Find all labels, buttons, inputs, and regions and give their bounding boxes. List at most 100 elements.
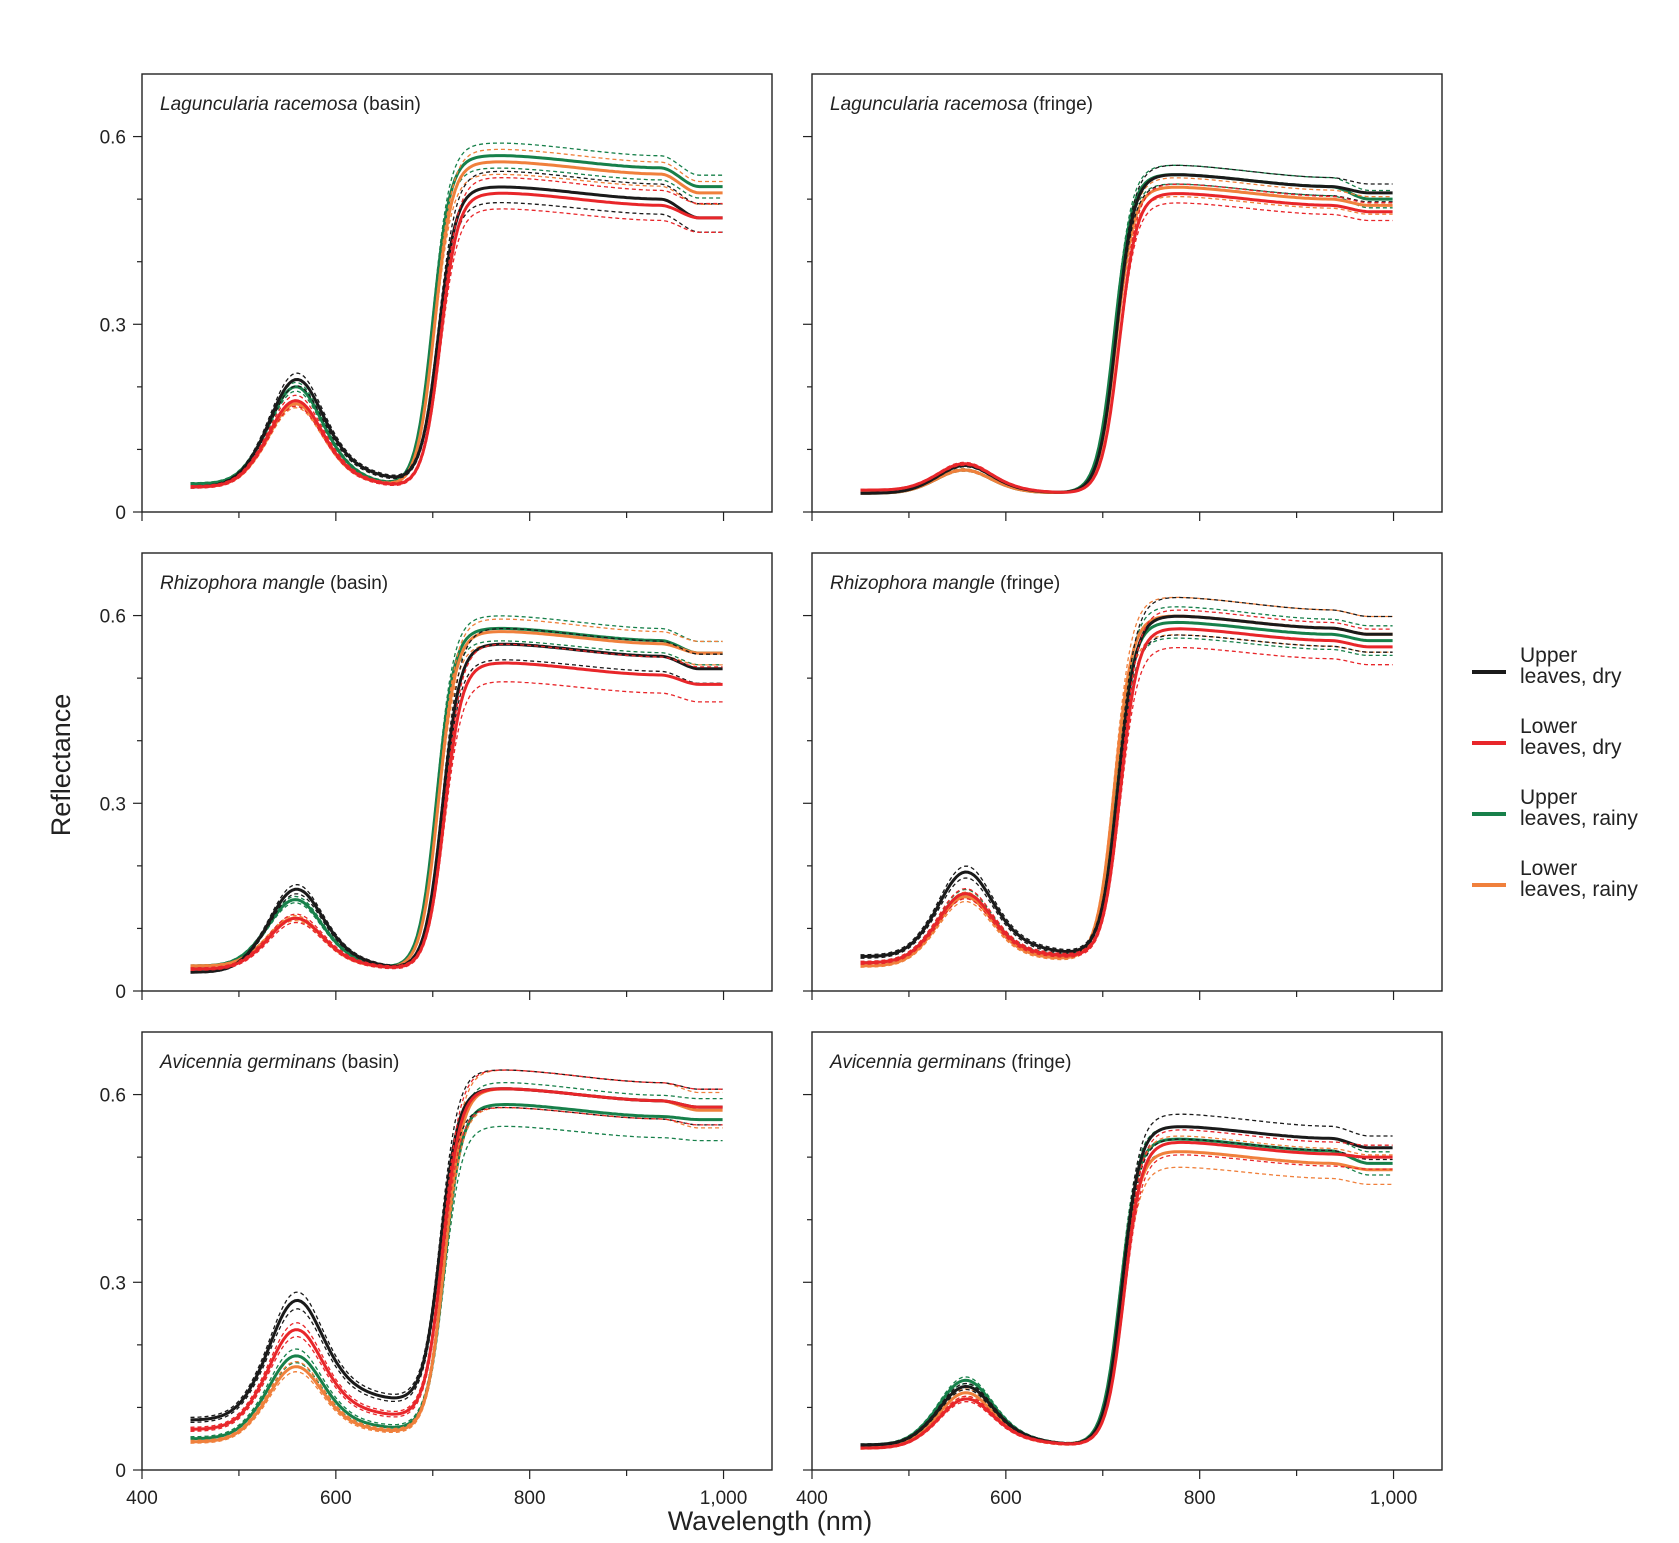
band-upper-lower-rainy <box>190 148 723 487</box>
site-name: (basin) <box>325 573 388 594</box>
legend-label: Lower <box>1520 857 1577 880</box>
panel-1: 0 0.3 0.6 Laguncularia racemosa (basin) <box>100 73 773 524</box>
y-tick-label: 0.6 <box>100 1086 126 1107</box>
site-name: (basin) <box>336 1052 399 1073</box>
series-line-lower-dry <box>860 1140 1393 1450</box>
series-line-upper-dry <box>860 1125 1393 1447</box>
y-tick-label: 0 <box>115 982 126 1003</box>
y-tick-label: 0.3 <box>100 794 126 815</box>
y-tick-label: 0 <box>115 1461 126 1482</box>
series-line-upper-dry <box>860 614 1393 958</box>
band-lower-lower-dry <box>860 646 1393 965</box>
x-tick-label: 400 <box>126 1488 158 1509</box>
band-upper-upper-rainy <box>860 164 1393 494</box>
panel-title: Rhizophora mangle (basin) <box>160 573 388 594</box>
band-upper-lower-dry <box>190 1069 723 1428</box>
x-tick-label: 1,000 <box>1370 1488 1418 1509</box>
species-name: Avicennia germinans <box>829 1052 1007 1073</box>
band-upper-lower-dry <box>860 1129 1393 1448</box>
y-tick-label: 0.3 <box>100 1273 126 1294</box>
site-name: (fringe) <box>1028 94 1093 115</box>
legend-label: Upper <box>1520 786 1577 809</box>
species-name: Rhizophora mangle <box>830 573 995 594</box>
series-line-lower-rainy <box>190 160 723 489</box>
series-line-upper-rainy <box>860 1137 1393 1447</box>
species-name: Avicennia germinans <box>159 1052 337 1073</box>
band-lower-upper-dry <box>860 634 1393 959</box>
panel-frame <box>811 73 1443 513</box>
species-name: Rhizophora mangle <box>160 573 325 594</box>
legend-label: Lower <box>1520 715 1577 738</box>
y-tick-label: 0.6 <box>100 607 126 628</box>
band-upper-lower-rainy <box>190 618 723 967</box>
series-line-upper-dry <box>860 173 1393 495</box>
y-tick-label: 0 <box>115 503 126 524</box>
x-tick-label: 1,000 <box>700 1488 748 1509</box>
band-upper-upper-dry <box>190 170 723 487</box>
panel-3: 0 0.3 0.6 Rhizophora mangle (basin) <box>100 552 773 1003</box>
series-line-lower-dry <box>190 1087 723 1431</box>
panel-4: Rhizophora mangle (fringe) <box>803 552 1443 1000</box>
band-upper-lower-dry <box>860 609 1393 962</box>
species-name: Laguncularia racemosa <box>830 94 1028 115</box>
series-line-upper-rainy <box>860 173 1393 495</box>
series-line-lower-dry <box>860 192 1393 494</box>
band-lower-upper-dry <box>860 1138 1393 1447</box>
x-tick-label: 800 <box>514 1488 546 1509</box>
band-lower-lower-dry <box>860 1154 1393 1450</box>
y-tick-label: 0.3 <box>100 315 126 336</box>
series-line-lower-dry <box>860 627 1393 965</box>
band-upper-lower-rainy <box>860 177 1393 494</box>
panel-title: Avicennia germinans (fringe) <box>829 1052 1072 1073</box>
panel-title: Avicennia germinans (basin) <box>159 1052 399 1073</box>
band-upper-upper-dry <box>190 1069 723 1419</box>
panel-title: Rhizophora mangle (fringe) <box>830 573 1060 594</box>
band-upper-upper-dry <box>860 164 1393 494</box>
panel-frame <box>811 1031 1443 1471</box>
band-lower-lower-rainy <box>860 634 1393 968</box>
x-tick-label: 600 <box>990 1488 1022 1509</box>
band-lower-upper-rainy <box>190 1125 723 1442</box>
band-lower-lower-rainy <box>190 173 723 489</box>
band-upper-lower-dry <box>190 177 723 487</box>
series-line-lower-dry <box>190 191 723 489</box>
x-axis-title: Wavelength (nm) <box>668 1506 873 1536</box>
band-upper-upper-dry <box>190 627 723 972</box>
panel-frame <box>811 552 1443 992</box>
panel-title: Laguncularia racemosa (basin) <box>160 94 421 115</box>
site-name: (fringe) <box>1006 1052 1071 1073</box>
panel-2: Laguncularia racemosa (fringe) <box>803 73 1443 521</box>
legend-label: leaves, dry <box>1520 736 1622 759</box>
panel-5: 0 0.3 0.6 400 600 800 1,000 Avicennia germinans… <box>100 1031 773 1509</box>
legend-label: leaves, rainy <box>1520 807 1638 830</box>
panel-frame <box>141 552 773 992</box>
species-name: Laguncularia racemosa <box>160 94 358 115</box>
band-lower-lower-dry <box>190 1106 723 1432</box>
x-tick-label: 800 <box>1184 1488 1216 1509</box>
site-name: (fringe) <box>995 573 1060 594</box>
site-name: (basin) <box>358 94 421 115</box>
panel-title: Laguncularia racemosa (fringe) <box>830 94 1093 115</box>
panel-frame <box>141 1031 773 1471</box>
y-axis-title: Reflectance <box>46 694 76 837</box>
band-upper-lower-dry <box>190 643 723 969</box>
legend-label: leaves, dry <box>1520 665 1622 688</box>
panel-6: 400 600 800 1,000 Avicennia germinans (fring… <box>796 1031 1443 1509</box>
legend-label: leaves, rainy <box>1520 878 1638 901</box>
band-upper-lower-rainy <box>860 596 1393 966</box>
band-lower-lower-dry <box>190 208 723 489</box>
panel-frame <box>141 73 773 513</box>
legend-label: Upper <box>1520 644 1577 667</box>
x-tick-label: 600 <box>320 1488 352 1509</box>
x-tick-label: 400 <box>796 1488 828 1509</box>
y-tick-label: 0.6 <box>100 128 126 149</box>
band-upper-upper-rainy <box>860 606 1393 963</box>
series-line-lower-dry <box>190 661 723 971</box>
